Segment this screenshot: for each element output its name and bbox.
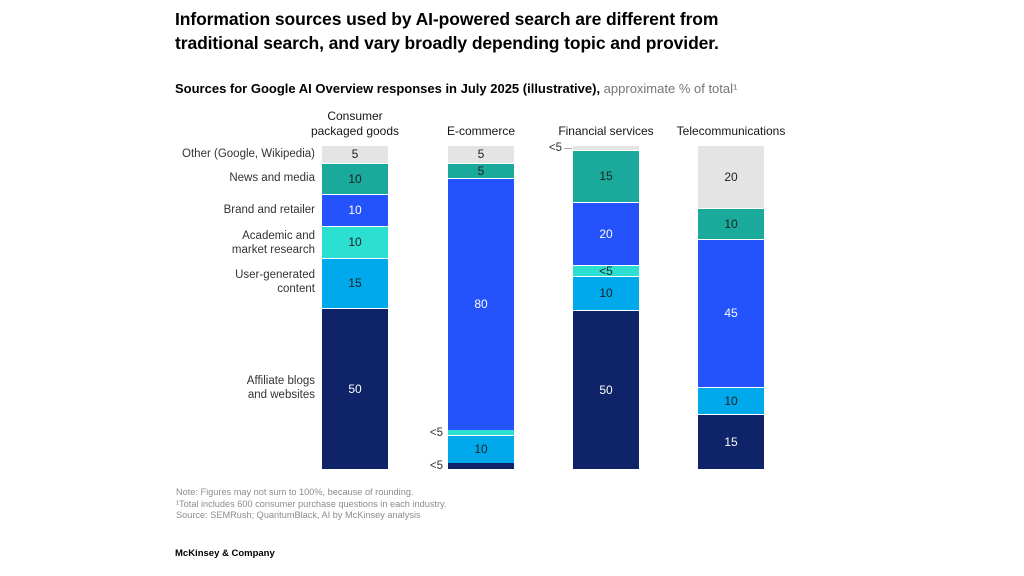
segment-e-commerce-news: 5 <box>448 163 514 178</box>
segment-financial-services-news: 15 <box>573 150 639 202</box>
bar-e-commerce: 5 5 80 <5 10 <5 <box>430 146 514 472</box>
segment-financial-services-brand: 20 <box>573 202 639 265</box>
segment-e-commerce-affiliate <box>448 463 514 469</box>
row-label-ugc: User-generated content <box>235 269 315 295</box>
bar-consumer-packaged-goods: 5 10 10 10 15 50 <box>322 146 388 469</box>
leader-line-financial-services-other <box>564 148 572 149</box>
segment-value-telecommunications-affiliate: 15 <box>724 434 738 449</box>
row-label-brand: Brand and retailer <box>223 204 315 216</box>
chart-subtitle-bold: Sources for Google AI Overview responses… <box>175 81 601 96</box>
segment-telecommunications-other: 20 <box>698 146 764 208</box>
bar-financial-services: <5 15 20 <5 10 50 <box>549 142 639 469</box>
segment-value-financial-services-ugc: 10 <box>599 286 613 300</box>
segment-telecommunications-affiliate: 15 <box>698 414 764 469</box>
segment-value-consumer-packaged-goods-other: 5 <box>351 147 359 161</box>
brand-footer: McKinsey & Company <box>175 548 275 559</box>
segment-e-commerce-academic <box>448 430 514 435</box>
segment-value-telecommunications-news: 10 <box>724 216 738 231</box>
segment-value-e-commerce-affiliate: <5 <box>429 460 443 472</box>
footnotes: Note: Figures may not sum to 100%, becau… <box>176 487 447 520</box>
bar-telecommunications: 20 10 45 10 15 <box>698 146 764 469</box>
column-header-telecommunications: Telecommunications <box>676 123 786 138</box>
segment-value-financial-services-brand: 20 <box>599 226 613 241</box>
chart-subtitle-unit: approximate % of total¹ <box>600 81 738 96</box>
segment-value-financial-services-affiliate: 50 <box>599 382 613 397</box>
segment-consumer-packaged-goods-other: 5 <box>322 146 388 163</box>
segment-consumer-packaged-goods-academic: 10 <box>322 226 388 258</box>
row-label-other: Other (Google, Wikipedia) <box>182 148 315 160</box>
segment-financial-services-academic: <5 <box>573 263 639 278</box>
segment-e-commerce-ugc: 10 <box>448 435 514 463</box>
segment-value-financial-services-other: <5 <box>548 142 562 154</box>
segment-value-e-commerce-news: 5 <box>477 163 485 178</box>
row-label-affiliate: Affiliate blogs and websites <box>246 375 315 401</box>
row-label-academic: Academic and market research <box>231 230 315 256</box>
segment-value-consumer-packaged-goods-brand: 10 <box>348 203 362 217</box>
segment-value-consumer-packaged-goods-academic: 10 <box>348 235 362 249</box>
segment-consumer-packaged-goods-brand: 10 <box>322 194 388 226</box>
segment-value-e-commerce-academic: <5 <box>429 426 443 439</box>
segment-consumer-packaged-goods-affiliate: 50 <box>322 308 388 469</box>
segment-e-commerce-brand: 80 <box>448 178 514 430</box>
row-label-news: News and media <box>229 172 315 184</box>
page-title: Information sources used by AI-powered s… <box>175 9 719 53</box>
segment-telecommunications-news: 10 <box>698 208 764 239</box>
segment-value-consumer-packaged-goods-ugc: 15 <box>348 276 362 290</box>
segment-value-e-commerce-brand: 80 <box>474 297 488 311</box>
segment-value-e-commerce-ugc: 10 <box>474 442 488 456</box>
column-header-e-commerce: E-commerce <box>446 123 515 138</box>
chart-subtitle: Sources for Google AI Overview responses… <box>175 81 737 97</box>
segment-telecommunications-brand: 45 <box>698 239 764 387</box>
segment-value-consumer-packaged-goods-affiliate: 50 <box>348 381 362 396</box>
segment-value-telecommunications-brand: 45 <box>724 306 738 320</box>
segment-financial-services-ugc: 10 <box>573 276 639 310</box>
segment-telecommunications-ugc: 10 <box>698 387 764 414</box>
segment-value-consumer-packaged-goods-news: 10 <box>348 171 362 186</box>
segment-e-commerce-other: 5 <box>448 146 514 163</box>
column-header-consumer-packaged-goods: Consumer packaged goods <box>310 109 400 138</box>
segment-consumer-packaged-goods-ugc: 15 <box>322 258 388 308</box>
segment-value-financial-services-academic: <5 <box>599 263 613 278</box>
column-header-financial-services: Financial services <box>558 123 654 138</box>
segment-value-telecommunications-ugc: 10 <box>724 393 738 408</box>
segment-consumer-packaged-goods-news: 10 <box>322 163 388 194</box>
segment-value-financial-services-news: 15 <box>599 169 613 183</box>
segment-financial-services-affiliate: 50 <box>573 310 639 469</box>
segment-value-telecommunications-other: 20 <box>724 169 738 184</box>
segment-financial-services-other <box>573 146 639 150</box>
segment-value-e-commerce-other: 5 <box>477 147 485 161</box>
